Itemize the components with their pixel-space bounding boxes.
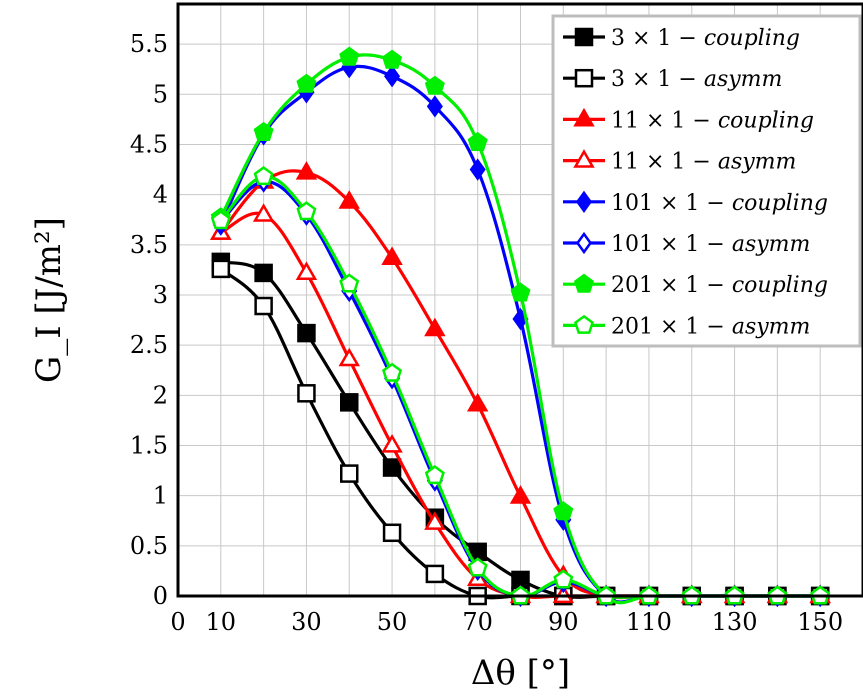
data-point <box>339 273 360 293</box>
data-point <box>424 511 446 530</box>
x-tick-label: 110 <box>626 608 672 636</box>
data-point <box>296 73 317 93</box>
data-point <box>338 190 360 209</box>
data-point <box>426 95 443 118</box>
x-tick-label: 150 <box>797 608 843 636</box>
data-point <box>381 433 403 453</box>
y-tick-label: 4.5 <box>130 130 168 158</box>
y-tick-label: 0.5 <box>130 532 168 560</box>
data-point <box>382 523 402 543</box>
data-point <box>338 347 360 367</box>
plot-frame <box>176 2 863 598</box>
y-tick-label: 3 <box>153 281 168 309</box>
y-tick-label: 0 <box>153 582 168 610</box>
data-point <box>509 485 532 504</box>
legend-label: 201 × 1 − coupling <box>611 273 828 298</box>
y-tick-label: 5 <box>153 80 168 108</box>
series-layer <box>210 46 831 608</box>
data-point <box>382 362 403 382</box>
data-point <box>573 314 595 334</box>
data-point <box>553 501 574 521</box>
y-axis-label: G_I [J/m²] <box>29 217 69 383</box>
data-point <box>296 201 317 221</box>
data-point <box>340 464 359 483</box>
data-point <box>297 323 316 343</box>
data-point <box>384 65 401 88</box>
data-point <box>573 107 595 127</box>
legend: 3 × 1 − coupling 3 × 1 − asymm 11 × 1 − co… <box>551 14 862 348</box>
data-point <box>382 49 403 69</box>
y-tick-label: 3.5 <box>130 231 168 259</box>
data-point <box>573 273 595 293</box>
y-tick-label: 1 <box>153 482 168 510</box>
data-point <box>424 465 445 485</box>
data-point <box>253 166 274 186</box>
data-point <box>382 458 402 477</box>
legend-label: 101 × 1 − asymm <box>611 232 810 257</box>
data-point <box>210 210 231 230</box>
legend-label: 11 × 1 − asymm <box>611 150 796 175</box>
data-point <box>575 190 593 213</box>
x-axis-label: Δθ [°] <box>471 653 570 693</box>
y-tick-label: 5.5 <box>130 30 168 58</box>
data-point <box>295 161 318 180</box>
y-tick-label: 2.5 <box>130 331 168 359</box>
data-point <box>574 68 594 88</box>
y-tick-label: 4 <box>153 181 168 209</box>
data-point <box>295 261 318 281</box>
data-point <box>252 203 275 222</box>
legend-label: 101 × 1 − coupling <box>611 191 828 216</box>
data-point <box>425 564 445 584</box>
data-point <box>340 393 359 412</box>
data-point <box>573 149 595 168</box>
data-point <box>253 121 274 141</box>
x-tick-label: 90 <box>548 608 579 636</box>
x-tick-label: 130 <box>712 608 758 636</box>
x-tick-label: 30 <box>291 608 322 636</box>
data-point <box>466 392 489 412</box>
data-point <box>575 231 593 255</box>
x-tick-label: 10 <box>206 608 237 636</box>
data-point <box>297 384 316 403</box>
x-tick-label: 0 <box>170 608 185 636</box>
data-point <box>552 584 575 604</box>
data-point <box>339 46 360 66</box>
x-tick-label: 70 <box>462 608 493 636</box>
data-point <box>467 131 488 151</box>
data-point <box>381 246 403 265</box>
legend-label: 201 × 1 − asymm <box>611 314 810 339</box>
legend-box <box>551 14 862 348</box>
data-point <box>211 259 231 279</box>
data-point <box>254 296 273 316</box>
data-point <box>469 158 486 181</box>
legend-label: 3 × 1 − asymm <box>611 67 782 92</box>
y-tick-label: 2 <box>153 381 168 409</box>
x-tick-label: 50 <box>377 608 408 636</box>
data-point <box>424 75 445 95</box>
data-point <box>254 263 273 283</box>
data-point <box>467 557 488 577</box>
x-axis-ticks: 0 10 30 50 70 90 110 130 150 <box>170 608 843 636</box>
data-point <box>574 27 594 47</box>
legend-label: 11 × 1 − coupling <box>611 108 814 133</box>
y-tick-label: 1.5 <box>130 431 168 459</box>
y-axis-ticks: 0 0.5 1 1.5 2 2.5 3 3.5 4 4.5 5 5.5 <box>130 30 168 610</box>
data-point <box>424 317 446 337</box>
data-point <box>553 569 574 589</box>
data-point <box>510 282 531 302</box>
legend-label: 3 × 1 − coupling <box>611 26 800 51</box>
